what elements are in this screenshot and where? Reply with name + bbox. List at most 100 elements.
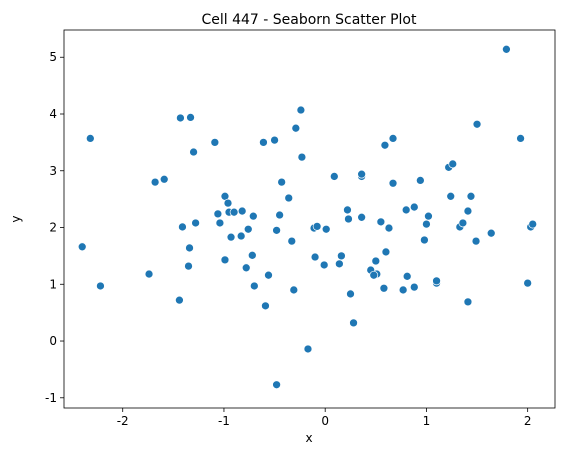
y-tick-label: 5 (49, 50, 57, 64)
point (376, 217, 386, 227)
point (379, 283, 389, 293)
point (388, 134, 398, 143)
point (420, 235, 429, 245)
x-axis-label: x (305, 431, 312, 445)
point (184, 261, 193, 271)
x-tick-label: 0 (321, 414, 329, 428)
point (346, 289, 355, 299)
point (335, 259, 344, 269)
point (150, 177, 160, 187)
point (471, 236, 481, 246)
point (229, 207, 239, 217)
point (284, 193, 294, 203)
point (191, 218, 200, 228)
point (416, 176, 425, 185)
point (261, 301, 270, 311)
point (310, 252, 320, 262)
point (223, 198, 233, 208)
point (424, 211, 433, 221)
point (319, 260, 329, 270)
point (236, 231, 246, 241)
y-tick-label: 3 (49, 164, 57, 178)
point (371, 256, 381, 266)
point (448, 159, 458, 169)
point (398, 285, 408, 295)
point (272, 226, 281, 235)
point (213, 209, 223, 219)
y-tick-label: -1 (45, 391, 57, 405)
point (272, 380, 281, 390)
point (243, 224, 253, 234)
x-tick-label: -1 (218, 414, 230, 428)
point (409, 282, 419, 292)
plot-frame (63, 29, 556, 409)
y-axis-label: y (9, 215, 23, 222)
point (296, 105, 306, 115)
point (321, 224, 331, 234)
point (523, 278, 533, 288)
point (369, 270, 379, 280)
point (337, 251, 346, 261)
x-tick-label: 2 (524, 414, 532, 428)
y-tick-label: 1 (49, 277, 57, 291)
point (291, 123, 301, 133)
point (277, 177, 287, 187)
point (237, 206, 247, 216)
x-tick-label: -2 (117, 414, 129, 428)
point (186, 113, 195, 122)
point (486, 228, 496, 238)
point (384, 223, 394, 233)
y-tick-label: 4 (49, 107, 57, 121)
x-tick-label: 1 (423, 414, 431, 428)
point (357, 169, 366, 179)
point (275, 210, 284, 220)
point (528, 219, 538, 229)
point (463, 206, 473, 216)
point (402, 271, 412, 281)
y-tick-label: 0 (49, 334, 57, 348)
point (77, 242, 87, 252)
point (432, 276, 441, 286)
point (259, 138, 268, 147)
point (175, 295, 184, 305)
point (422, 219, 431, 229)
point (380, 140, 390, 150)
point (458, 218, 468, 228)
point (349, 318, 358, 328)
point (189, 147, 198, 157)
point (329, 172, 339, 181)
point (264, 270, 273, 280)
y-tick-label: 2 (49, 221, 57, 235)
point (388, 178, 398, 188)
point (178, 222, 187, 232)
point (248, 211, 258, 221)
point (85, 134, 95, 143)
point (303, 344, 313, 354)
point (270, 135, 279, 145)
point (220, 255, 230, 265)
point (176, 113, 185, 123)
point (472, 119, 482, 129)
point (241, 263, 251, 273)
point (381, 247, 391, 257)
point (463, 297, 473, 307)
point (502, 44, 511, 54)
point (466, 191, 476, 201)
point (226, 232, 236, 242)
point (247, 250, 257, 260)
point (289, 285, 299, 295)
point (297, 152, 307, 162)
point (215, 218, 225, 228)
point (357, 212, 366, 222)
point (409, 202, 419, 212)
point (287, 236, 297, 246)
point (344, 214, 353, 224)
point (159, 174, 169, 184)
point (144, 269, 154, 279)
point (185, 243, 194, 253)
point (343, 205, 352, 215)
point (516, 134, 525, 143)
point (446, 191, 456, 201)
point (401, 205, 411, 215)
